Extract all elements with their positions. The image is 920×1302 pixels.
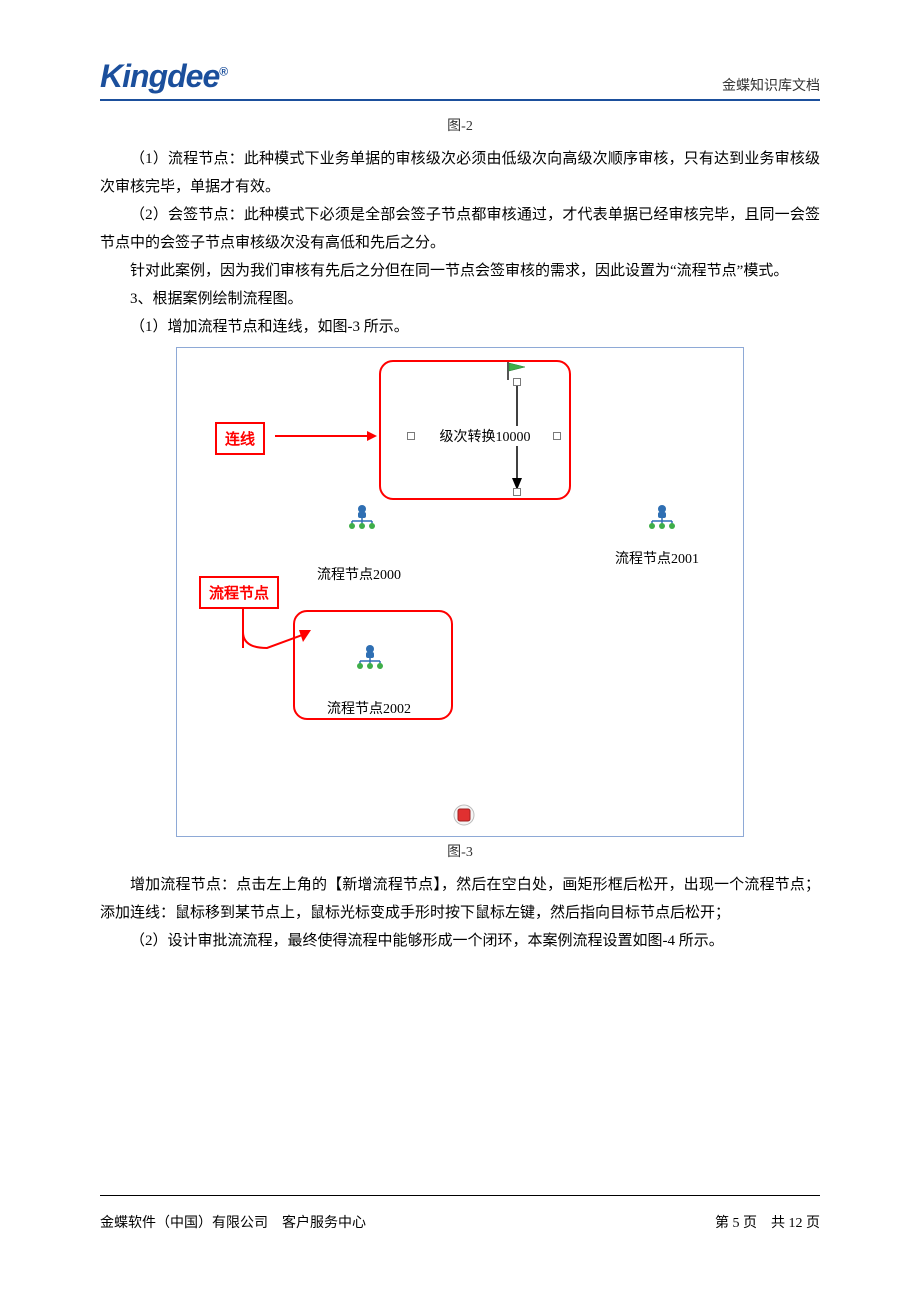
logo-registered: ® bbox=[219, 64, 227, 78]
node-transform-label: 级次转换10000 bbox=[417, 426, 553, 446]
footer-pagination: 第 5 页 共 12 页 bbox=[715, 1212, 820, 1232]
handle-top bbox=[513, 378, 521, 386]
handle-bottom bbox=[513, 488, 521, 496]
node-2002-label: 流程节点2002 bbox=[327, 698, 411, 718]
handle-right bbox=[553, 432, 561, 440]
handle-left bbox=[407, 432, 415, 440]
paragraph-1: （1）流程节点：此种模式下业务单据的审核级次必须由低级次向高级次顺序审核，只有达… bbox=[100, 145, 820, 201]
footer-rule bbox=[100, 1195, 820, 1196]
node-2000-label: 流程节点2000 bbox=[317, 564, 401, 584]
org-icon-2001 bbox=[647, 504, 677, 530]
stop-icon bbox=[453, 804, 475, 831]
figure-3-caption: 图-3 bbox=[100, 841, 820, 861]
page-total: 12 bbox=[789, 1216, 803, 1231]
paragraph-6: 增加流程节点：点击左上角的【新增流程节点】，然后在空白处，画矩形框后松开，出现一… bbox=[100, 871, 820, 927]
page-prefix: 第 bbox=[715, 1216, 733, 1231]
page: Kingdee® 金蝶知识库文档 图-2 （1）流程节点：此种模式下业务单据的审… bbox=[100, 58, 820, 1242]
page-footer: 金蝶软件（中国）有限公司 客户服务中心 第 5 页 共 12 页 bbox=[100, 1195, 820, 1232]
paragraph-4: 3、根据案例绘制流程图。 bbox=[100, 285, 820, 313]
doc-type-label: 金蝶知识库文档 bbox=[722, 75, 820, 95]
page-header: Kingdee® 金蝶知识库文档 bbox=[100, 58, 820, 101]
figure-2-caption: 图-2 bbox=[100, 115, 820, 135]
org-icon-2002 bbox=[355, 644, 385, 670]
figure-3-diagram: 级次转换10000 连线 bbox=[176, 347, 744, 837]
page-suffix: 页 bbox=[803, 1216, 821, 1231]
lianxian-label: 连线 bbox=[215, 422, 265, 455]
kingdee-logo: Kingdee® bbox=[100, 58, 227, 95]
footer-company: 金蝶软件（中国）有限公司 客户服务中心 bbox=[100, 1212, 366, 1232]
logo-text: Kingdee bbox=[100, 58, 219, 94]
footer-row: 金蝶软件（中国）有限公司 客户服务中心 第 5 页 共 12 页 bbox=[100, 1212, 820, 1232]
org-icon-2000 bbox=[347, 504, 377, 530]
node-2001-label: 流程节点2001 bbox=[615, 548, 699, 568]
paragraph-7: （2）设计审批流流程，最终使得流程中能够形成一个闭环，本案例流程设置如图-4 所… bbox=[100, 927, 820, 955]
paragraph-5: （1）增加流程节点和连线，如图-3 所示。 bbox=[100, 313, 820, 341]
paragraph-2: （2）会签节点：此种模式下必须是全部会签子节点都审核通过，才代表单据已经审核完毕… bbox=[100, 201, 820, 257]
page-mid: 页 共 bbox=[740, 1216, 789, 1231]
body-text-bottom: 增加流程节点：点击左上角的【新增流程节点】，然后在空白处，画矩形框后松开，出现一… bbox=[100, 871, 820, 955]
body-text-top: （1）流程节点：此种模式下业务单据的审核级次必须由低级次向高级次顺序审核，只有达… bbox=[100, 145, 820, 341]
page-current: 5 bbox=[733, 1216, 740, 1231]
paragraph-3: 针对此案例，因为我们审核有先后之分但在同一节点会签审核的需求，因此设置为“流程节… bbox=[100, 257, 820, 285]
liucheng-label: 流程节点 bbox=[199, 576, 279, 609]
